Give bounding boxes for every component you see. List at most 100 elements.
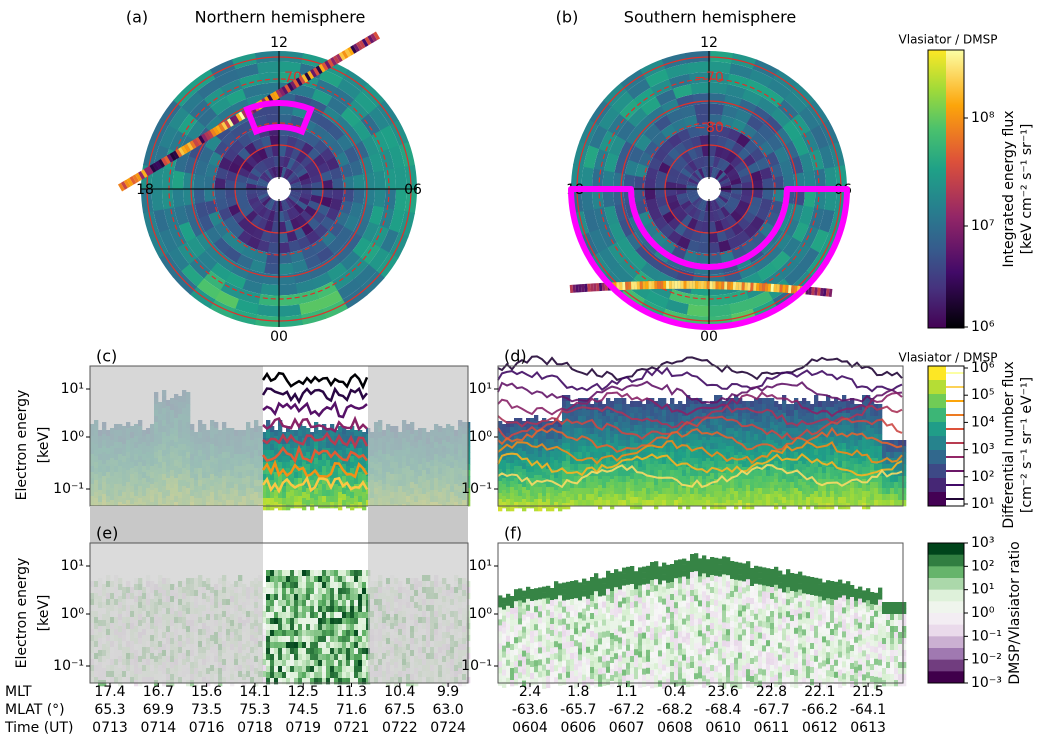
spectrogram-cell	[674, 464, 679, 471]
flux-cell	[217, 105, 237, 124]
flux-cell	[304, 205, 317, 218]
dmsp-track	[284, 84, 292, 93]
flux-cell	[279, 135, 289, 147]
mlt-label: 12	[270, 35, 288, 51]
spectrogram-cell	[666, 452, 671, 459]
spectrogram-cell	[862, 467, 867, 474]
spectrogram-cell	[362, 462, 367, 469]
spectrogram-cell	[534, 445, 539, 452]
spectrogram-cell	[646, 488, 651, 495]
spectrogram-cell	[522, 499, 527, 506]
colorbar-tick-label: 10⁵	[971, 387, 994, 403]
spectrogram-cell	[714, 413, 719, 420]
spectrogram-cell	[874, 458, 879, 465]
spectrogram-cell	[502, 496, 507, 503]
flux-cell	[354, 91, 378, 115]
spectrogram-cell	[898, 464, 903, 471]
spectrogram-cell	[850, 482, 855, 489]
spectrogram-cell	[598, 449, 603, 456]
spectrogram-cell	[502, 466, 507, 473]
flux-cell	[295, 214, 307, 227]
spectrogram-cell	[758, 500, 763, 507]
spectrogram-cell	[554, 442, 559, 449]
dmsp-track	[335, 53, 343, 63]
spectrogram-cell	[602, 452, 607, 459]
flux-cell	[177, 112, 199, 136]
spectrogram-cell	[578, 452, 583, 459]
flux-cell	[282, 199, 291, 211]
spectrogram-cell	[582, 440, 587, 447]
spectrogram-cell	[734, 401, 739, 408]
spectrogram-cell	[690, 488, 695, 495]
spectrogram-cell	[646, 410, 651, 417]
spectrogram-cell	[310, 462, 315, 469]
flux-cell	[261, 196, 272, 207]
spectrogram-cell	[754, 470, 759, 477]
spectrogram-cell	[594, 476, 599, 483]
spectrogram-cell	[598, 413, 603, 420]
spectrogram-cell	[326, 466, 331, 473]
spectrogram-cell	[838, 425, 843, 432]
pole	[269, 179, 289, 199]
spectrogram-cell	[566, 479, 571, 486]
flux-cell	[252, 249, 268, 263]
spectrogram-cell	[598, 491, 603, 498]
contour	[261, 459, 369, 479]
flux-cell	[337, 78, 362, 101]
spectrogram-cell	[362, 456, 367, 463]
spectrogram-cell	[326, 502, 331, 509]
spectrogram-cell	[534, 433, 539, 440]
spectrogram-cell	[866, 431, 871, 438]
spectrogram-cell	[570, 494, 575, 501]
spectrogram-cell	[794, 404, 799, 411]
colorbar	[928, 671, 964, 684]
spectrogram-cell	[646, 434, 651, 441]
flux-cell	[749, 69, 774, 89]
spectrogram-cell	[582, 494, 587, 501]
spectrogram-cell	[262, 492, 267, 499]
spectrogram-cell	[870, 410, 875, 417]
spectrogram-cell	[866, 401, 871, 408]
spectrogram-cell	[630, 497, 635, 504]
spectrogram-cell	[574, 482, 579, 489]
flux-cell	[250, 200, 262, 211]
flux-cell	[379, 229, 399, 254]
spectrogram-cell	[730, 440, 735, 447]
spectrogram-cell	[290, 448, 295, 455]
spectrogram-cell	[730, 470, 735, 477]
spectrogram-cell	[714, 437, 719, 444]
spectrogram-cell	[618, 434, 623, 441]
spectrogram-cell	[798, 455, 803, 462]
spectrogram-cell	[762, 500, 767, 507]
dmsp-track	[172, 150, 180, 160]
spectrogram-cell	[746, 461, 751, 468]
spectrogram-cell	[694, 464, 699, 471]
dmsp-track	[221, 121, 229, 131]
spectrogram-cell	[546, 457, 551, 464]
flux-cell	[634, 133, 653, 152]
flux-cell	[679, 104, 697, 119]
mask	[90, 506, 263, 543]
spectrogram-cell	[766, 416, 771, 423]
spectrogram-cell	[306, 470, 311, 477]
flux-cell	[235, 188, 247, 197]
spectrogram-cell	[778, 500, 783, 507]
colorbar	[946, 50, 964, 328]
spectrogram-cell	[270, 504, 275, 511]
spectrogram-cell	[810, 476, 815, 483]
spectrogram-cell	[534, 499, 539, 506]
spectrogram-cell	[566, 473, 571, 480]
spectrogram-cell	[558, 493, 563, 500]
spectrogram-cell	[694, 458, 699, 465]
spectrogram-cell	[710, 443, 715, 450]
mask	[90, 366, 263, 506]
spectrogram-cell	[766, 410, 771, 417]
spectrogram-cell	[554, 484, 559, 491]
spectrogram-cell	[606, 446, 611, 453]
spectrogram-cell	[294, 496, 299, 503]
spectrogram-cell	[314, 476, 319, 483]
spectrogram-cell	[794, 476, 799, 483]
spectrogram-cell	[750, 449, 755, 456]
spectrogram-cell	[762, 410, 767, 417]
flux-cell	[655, 179, 667, 189]
